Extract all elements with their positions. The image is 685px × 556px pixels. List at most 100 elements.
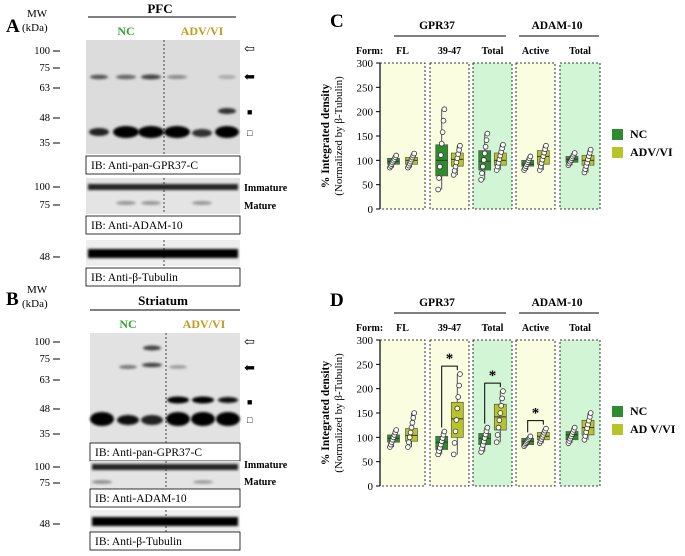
- d-point-nc: [393, 427, 400, 433]
- panel-a-mw-tub: 48: [40, 252, 51, 263]
- d-point-adv: [455, 394, 462, 400]
- panel-b-ib-gpr: IB: Anti-pan-GPR37-C: [95, 447, 202, 459]
- c-point-nc: [437, 163, 443, 170]
- d-point-adv: [406, 434, 413, 441]
- c-form-4: Total: [569, 46, 591, 57]
- d-sig-star: *: [532, 406, 540, 422]
- panel-b-region: Striatum: [138, 293, 188, 308]
- panel-a-blot-tub: [86, 240, 240, 266]
- panel-a-ib-adam: IB: Anti-ADAM-10: [91, 220, 183, 232]
- panel-a-mw-63: 63: [40, 83, 51, 94]
- d-point-adv: [493, 439, 500, 446]
- panel-b-kda-label: (kDa): [22, 298, 48, 310]
- d-sig-bracket: [527, 420, 544, 433]
- c-point-nc: [484, 130, 491, 137]
- panel-b-mature: Mature: [244, 477, 277, 488]
- d-y-tick-label: 250: [357, 359, 374, 371]
- panel-a-mw-adam-75: 75: [40, 200, 51, 211]
- panel-b-mw-100: 100: [34, 337, 50, 348]
- panel-a-mw-label: MW: [27, 8, 48, 20]
- panel-a-immature: Immature: [244, 183, 288, 194]
- c-point-nc: [436, 175, 442, 181]
- d-point-adv: [496, 417, 503, 424]
- c-point-adv: [457, 142, 463, 149]
- c-column-bg: [379, 62, 426, 210]
- d-point-adv: [453, 417, 460, 423]
- panel-b-mw-adam-75: 75: [40, 478, 51, 489]
- c-point-nc: [439, 129, 446, 135]
- d-point-nc: [484, 424, 491, 431]
- d-y-tick-label: 50: [362, 457, 374, 469]
- panel-b-blot-adam: [90, 461, 240, 489]
- c-point-nc: [480, 157, 487, 163]
- panel-a-blot-gpr: [86, 40, 240, 154]
- c-point-nc: [440, 117, 447, 124]
- c-header-adam10: ADAM-10: [531, 20, 582, 32]
- d-sig-bracket: [441, 365, 458, 428]
- panel-a-ib-tub: IB: Anti-β-Tubulin: [91, 272, 178, 284]
- d-point-adv: [500, 388, 506, 394]
- d-point-nc: [571, 424, 578, 431]
- c-point-nc: [441, 106, 448, 113]
- d-point-adv: [450, 451, 457, 458]
- panel-a-group-adv: ADV/VI: [181, 24, 224, 38]
- c-legend-label-adv: ADV/VI: [630, 145, 673, 159]
- c-y-label-sub: (Normalized by β-Tubulin): [333, 76, 345, 196]
- d-point-adv: [499, 395, 505, 402]
- d-point-adv: [543, 425, 549, 432]
- d-sig-star: *: [446, 351, 454, 367]
- c-column-bg: [429, 62, 470, 210]
- panel-a-band-markers: ⇦ ⬅ ■ □: [244, 41, 255, 138]
- panel-a-blot-adam: [86, 178, 240, 214]
- c-point-nc: [483, 137, 490, 143]
- d-point-adv: [405, 444, 411, 450]
- d-point-adv: [452, 428, 459, 435]
- d-point-adv: [497, 410, 504, 416]
- panel-a-mature: Mature: [244, 201, 277, 212]
- c-point-nc: [435, 186, 441, 193]
- panel-a-letter: A: [6, 16, 20, 37]
- panel-b-ib-adam: IB: Anti-ADAM-10: [95, 493, 187, 505]
- d-legend-swatch-nc: [612, 406, 623, 417]
- c-y-tick-label: 150: [357, 131, 374, 143]
- c-header-gpr37: GPR37: [419, 20, 455, 32]
- d-form-2: Total: [482, 323, 504, 334]
- panel-a-mw-35: 35: [40, 138, 51, 149]
- open-arrow-icon: ⇦: [244, 41, 255, 56]
- panel-b-blot-tub: [90, 510, 240, 532]
- c-point-nc: [571, 150, 578, 156]
- c-point-nc: [481, 150, 488, 157]
- c-form-label: Form:: [356, 46, 383, 57]
- d-header-adam10: ADAM-10: [531, 297, 582, 309]
- panel-c-chart: C GPR37 ADAM-10 Form: FL 39-47 Total Active Tot…: [320, 11, 673, 216]
- panel-d-letter: D: [330, 290, 344, 311]
- c-point-adv: [543, 142, 549, 149]
- d-point-adv: [407, 429, 414, 436]
- panel-b-mw-label: MW: [27, 284, 48, 296]
- c-y-label: % Integrated density: [320, 84, 332, 188]
- c-y-tick-label: 250: [357, 82, 374, 94]
- c-point-adv: [411, 150, 418, 157]
- panel-b-blot-gpr: [90, 333, 240, 443]
- panel-a-mw-48: 48: [40, 113, 51, 124]
- panel-a-mw-adam-100: 100: [34, 182, 50, 193]
- d-y-label-sub: (Normalized by β-Tubulin): [333, 353, 345, 473]
- panel-a-kda-label: (kDa): [22, 22, 48, 34]
- filled-arrow-icon: ⬅: [244, 360, 255, 375]
- d-legend-swatch-adv: [612, 424, 623, 435]
- c-form-1: 39-47: [438, 46, 461, 57]
- panel-a: A MW (kDa) PFC NC ADV/VI 100 75 63 48 35: [6, 1, 288, 287]
- filled-square-icon: ■: [247, 397, 252, 407]
- c-form-0: FL: [396, 46, 409, 57]
- d-point-nc: [527, 433, 534, 440]
- panel-b-mw-75: 75: [40, 354, 51, 365]
- c-form-2: Total: [482, 46, 504, 57]
- open-square-icon: □: [247, 415, 253, 425]
- c-y-tick-label: 200: [357, 107, 374, 119]
- panel-b-letter: B: [6, 289, 19, 310]
- panel-b-ib-tub: IB: Anti-β-Tubulin: [95, 536, 182, 548]
- panel-a-mw-100: 100: [34, 46, 50, 57]
- d-form-3: Active: [522, 323, 550, 334]
- d-point-adv: [410, 415, 417, 421]
- filled-arrow-icon: ⬅: [244, 69, 255, 84]
